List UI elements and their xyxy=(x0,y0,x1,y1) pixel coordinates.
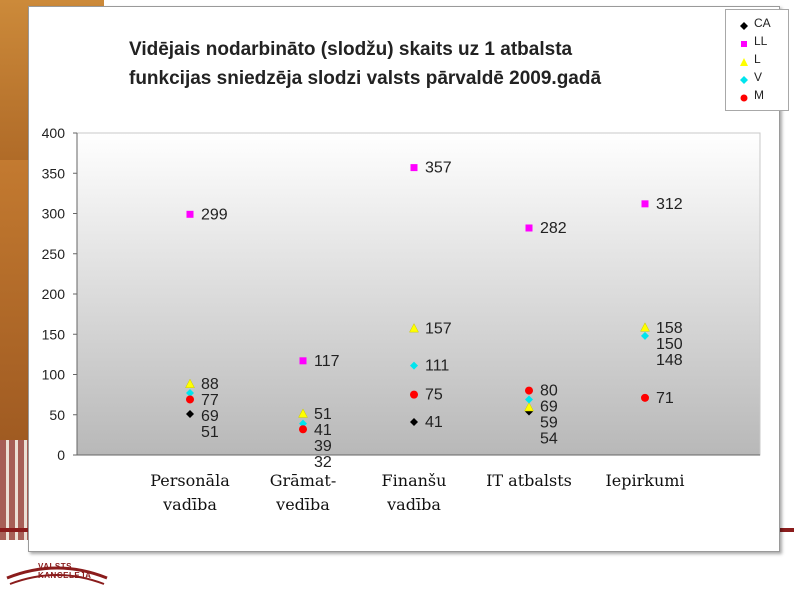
x-category-label-0-line-1: vadība xyxy=(163,495,217,514)
x-category-label-0: Personāla vadība xyxy=(135,469,245,517)
mark-v-4 xyxy=(641,331,649,340)
mark-ll-2 xyxy=(410,164,418,172)
mark-ll-1 xyxy=(299,357,307,365)
y-tick-label-4: 200 xyxy=(42,286,66,302)
legend-marker-ll xyxy=(740,37,748,47)
mark-l-1 xyxy=(298,408,308,418)
data-label-1-4: 32 xyxy=(314,454,332,471)
data-label-0-2: 77 xyxy=(201,392,219,409)
data-label-0-0: 299 xyxy=(201,206,228,223)
data-label-3-0: 282 xyxy=(540,220,567,237)
x-category-label-2-line-0: Finanšu xyxy=(381,471,447,490)
x-category-label-3-line-0: IT atbalsts xyxy=(486,471,572,490)
mark-ll-4 xyxy=(641,200,649,208)
mark-v-2 xyxy=(410,361,418,370)
data-label-0-1: 88 xyxy=(201,376,219,393)
mark-ca-2 xyxy=(410,417,418,426)
x-category-label-4-line-0: Iepirkumi xyxy=(605,471,685,490)
data-label-2-2: 111 xyxy=(425,358,449,375)
x-category-label-2-line-1: vadība xyxy=(387,495,441,514)
legend-label-v: V xyxy=(754,70,763,84)
data-label-0-4: 51 xyxy=(201,424,219,441)
mark-m-3 xyxy=(525,386,533,395)
data-label-3-3: 59 xyxy=(540,415,558,432)
x-category-label-1-line-0: Grāmat- xyxy=(269,471,337,490)
mark-v-1 xyxy=(299,419,307,428)
mark-v-3 xyxy=(525,395,533,404)
legend-marker-l xyxy=(740,55,748,66)
chart-area: 0 50 100 150 200 250 300 350 400 299 88 77 69 51 117 5… xyxy=(28,6,789,552)
decorative-left-strip xyxy=(0,160,30,440)
chart-title-line2: funkcijas sniedzēja slodzi valsts pārval… xyxy=(129,68,602,89)
data-label-2-3: 75 xyxy=(425,387,443,404)
y-axis: 0 50 100 150 200 250 300 350 400 xyxy=(42,125,760,463)
legend-label-l: L xyxy=(754,52,761,66)
y-tick-label-1: 50 xyxy=(49,407,65,423)
y-tick-label-2: 100 xyxy=(42,367,66,383)
mark-m-2 xyxy=(410,390,418,399)
data-label-4-4: 71 xyxy=(656,390,674,407)
chart-title: Vidējais nodarbināto (slodžu) skaits uz … xyxy=(129,35,759,93)
y-tick-label-7: 350 xyxy=(42,165,66,181)
y-tick-label-5: 250 xyxy=(42,246,66,262)
mark-l-2 xyxy=(409,323,419,333)
data-label-4-0: 312 xyxy=(656,196,683,213)
data-label-3-4: 54 xyxy=(540,431,558,448)
legend-marker-v xyxy=(740,73,748,84)
y-tick-label-3: 150 xyxy=(42,326,66,342)
legend-marker-m xyxy=(740,91,748,102)
chart-title-line1: Vidējais nodarbināto (slodžu) skaits uz … xyxy=(129,39,573,60)
mark-l-4 xyxy=(640,322,650,332)
data-label-3-2: 69 xyxy=(540,399,558,416)
legend-label-m: M xyxy=(754,88,764,102)
legend-marker-ca xyxy=(740,19,748,30)
x-category-label-0-line-0: Personāla xyxy=(150,471,230,490)
data-label-1-1: 51 xyxy=(314,406,332,423)
data-label-0-3: 69 xyxy=(201,408,219,425)
legend-label-ca: CA xyxy=(754,16,771,30)
x-category-label-1-line-1: vedība xyxy=(276,495,330,514)
data-labels: 2998877695111751413932357157111754128280… xyxy=(201,160,683,471)
data-label-2-4: 41 xyxy=(425,414,443,431)
y-tick-label-6: 300 xyxy=(42,206,66,222)
y-tick-label-8: 400 xyxy=(42,125,66,141)
data-label-4-3: 148 xyxy=(656,352,683,369)
data-label-3-1: 80 xyxy=(540,383,558,400)
x-category-label-3: IT atbalsts xyxy=(474,469,584,493)
chart-legend: CA LL L V M xyxy=(725,9,789,111)
data-label-2-1: 157 xyxy=(425,321,452,338)
logo-text-line2: KANCELEJA xyxy=(38,571,92,580)
x-category-label-2: Finanšu vadība xyxy=(359,469,469,517)
data-label-4-2: 150 xyxy=(656,336,683,353)
legend-label-ll: LL xyxy=(754,34,768,48)
mark-ll-0 xyxy=(186,210,194,218)
data-label-1-0: 117 xyxy=(314,353,340,370)
mark-m-4 xyxy=(641,393,649,402)
mark-v-0 xyxy=(186,389,194,398)
mark-ll-3 xyxy=(525,224,533,232)
mark-ca-0 xyxy=(186,409,194,418)
y-tick-label-0: 0 xyxy=(57,447,65,463)
data-label-1-2: 41 xyxy=(314,422,332,439)
state-chancellery-logo xyxy=(6,566,108,585)
data-label-4-1: 158 xyxy=(656,320,683,337)
x-category-label-1: Grāmat-vedība xyxy=(248,469,358,517)
data-marks xyxy=(185,164,650,434)
mark-l-0 xyxy=(185,378,195,388)
data-label-2-0: 357 xyxy=(425,160,452,177)
mark-m-1 xyxy=(299,425,307,434)
mark-l-3 xyxy=(524,401,534,412)
data-label-1-3: 39 xyxy=(314,438,332,455)
x-category-label-4: Iepirkumi xyxy=(590,469,700,493)
logo-text-line1: VALSTS xyxy=(38,562,72,571)
mark-m-0 xyxy=(186,395,194,404)
logo-text: VALSTS KANCELEJA xyxy=(38,562,91,580)
